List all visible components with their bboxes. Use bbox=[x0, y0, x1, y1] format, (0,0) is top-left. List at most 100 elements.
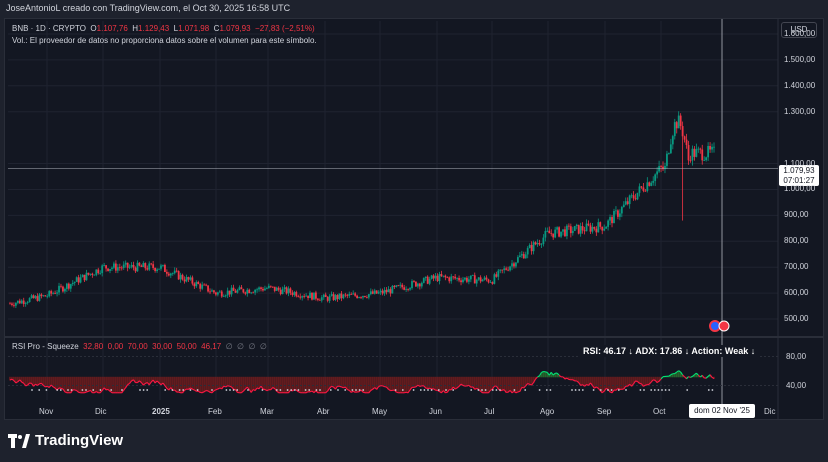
squeeze-histogram-bar bbox=[462, 376, 464, 386]
squeeze-histogram-bar bbox=[411, 376, 413, 388]
rsi-line-segment bbox=[331, 385, 334, 388]
squeeze-histogram-bar bbox=[615, 376, 617, 391]
rsi-line-segment bbox=[131, 379, 134, 382]
squeeze-histogram-bar bbox=[530, 376, 533, 386]
squeeze-histogram-bar bbox=[313, 376, 315, 394]
candle-body bbox=[201, 284, 204, 289]
rsi-line-segment bbox=[37, 383, 40, 386]
candle-body bbox=[648, 182, 651, 186]
squeeze-histogram-bar bbox=[275, 376, 278, 392]
candle-body bbox=[464, 277, 466, 280]
squeeze-dot bbox=[524, 389, 527, 391]
rsi-line-segment bbox=[47, 385, 50, 388]
candle-body bbox=[167, 273, 170, 276]
squeeze-histogram-bar bbox=[564, 376, 566, 380]
candle-body bbox=[615, 210, 617, 212]
candle-body bbox=[85, 272, 88, 281]
squeeze-histogram-bar bbox=[148, 376, 151, 386]
squeeze-histogram-bar bbox=[401, 376, 404, 394]
squeeze-histogram-bar bbox=[236, 376, 239, 393]
squeeze-histogram-bar bbox=[207, 376, 209, 392]
squeeze-dot bbox=[351, 389, 354, 391]
squeeze-histogram-bar bbox=[605, 376, 608, 389]
rsi-line-segment bbox=[509, 390, 513, 394]
candle-body bbox=[234, 290, 237, 293]
candle-body bbox=[218, 291, 221, 293]
oscillator-value: 30,00 bbox=[152, 342, 173, 351]
rsi-line-segment bbox=[472, 386, 476, 390]
candle-body bbox=[105, 265, 107, 269]
squeeze-histogram-bar bbox=[173, 376, 176, 391]
brand-logo[interactable]: TradingView bbox=[8, 432, 123, 449]
rsi-line-segment bbox=[615, 388, 619, 391]
squeeze-histogram-bar bbox=[385, 376, 388, 388]
squeeze-histogram-bar bbox=[103, 376, 106, 389]
last-price: 1.079,93 bbox=[783, 166, 815, 175]
rsi-line-segment bbox=[211, 390, 215, 394]
candle-body bbox=[446, 277, 449, 279]
rsi-line-segment bbox=[591, 385, 595, 389]
candle-body bbox=[203, 284, 206, 286]
squeeze-dot bbox=[650, 389, 653, 391]
candle-body bbox=[613, 211, 615, 224]
squeeze-histogram-bar bbox=[524, 376, 527, 387]
candle-body bbox=[624, 201, 627, 205]
squeeze-histogram-bar bbox=[673, 373, 676, 378]
candle-body bbox=[703, 160, 706, 161]
candle-body bbox=[334, 295, 337, 300]
candle-body bbox=[450, 276, 453, 282]
squeeze-histogram-bar bbox=[350, 376, 353, 393]
rsi-line-segment bbox=[174, 389, 178, 393]
rsi-line-segment bbox=[637, 381, 640, 384]
rsi-line-segment bbox=[192, 388, 195, 391]
squeeze-histogram-bar bbox=[491, 376, 494, 390]
rsi-line-segment bbox=[344, 386, 348, 390]
candle-body bbox=[181, 274, 184, 280]
low-label: L bbox=[173, 24, 179, 33]
candle-body bbox=[438, 274, 441, 282]
squeeze-histogram-bar bbox=[224, 376, 227, 388]
rsi-line-segment bbox=[456, 385, 460, 389]
candle-body bbox=[462, 279, 464, 283]
header-bar: JoseAntonioL creado con TradingView.com,… bbox=[0, 0, 828, 18]
squeeze-dot bbox=[196, 389, 199, 391]
rsi-line-segment bbox=[594, 386, 597, 389]
candle-body bbox=[497, 270, 500, 277]
squeeze-dot bbox=[657, 389, 660, 391]
squeeze-histogram-bar bbox=[258, 376, 260, 390]
candle-body bbox=[579, 226, 582, 234]
candle-body bbox=[526, 248, 529, 255]
candle-body bbox=[669, 144, 672, 154]
currency-button[interactable]: USD bbox=[781, 22, 817, 38]
squeeze-dot bbox=[477, 389, 480, 391]
rsi-line-segment bbox=[21, 381, 25, 384]
squeeze-histogram-bar bbox=[422, 376, 425, 387]
squeeze-histogram-bar bbox=[154, 376, 157, 384]
squeeze-histogram-bar bbox=[426, 376, 429, 389]
squeeze-histogram-bar bbox=[167, 376, 170, 391]
candle-body bbox=[654, 174, 657, 181]
candle-body bbox=[38, 294, 41, 301]
squeeze-dot bbox=[491, 389, 494, 391]
rsi-line-segment bbox=[409, 387, 413, 391]
candle-body bbox=[75, 277, 78, 282]
rsi-line-segment bbox=[143, 383, 146, 386]
candle-body bbox=[232, 287, 235, 291]
candle-body bbox=[311, 292, 313, 300]
squeeze-histogram-bar bbox=[387, 376, 390, 390]
candle-body bbox=[411, 281, 413, 289]
squeeze-dot bbox=[121, 389, 123, 391]
squeeze-dot bbox=[686, 389, 689, 391]
squeeze-histogram-bar bbox=[593, 376, 596, 389]
squeeze-histogram-bar bbox=[256, 376, 258, 389]
squeeze-dot bbox=[571, 389, 573, 391]
squeeze-histogram-bar bbox=[242, 376, 245, 392]
squeeze-histogram-bar bbox=[654, 376, 657, 381]
candle-body bbox=[103, 265, 106, 267]
squeeze-dot bbox=[85, 389, 87, 391]
candle-body bbox=[403, 287, 406, 290]
candle-body bbox=[58, 285, 60, 293]
squeeze-histogram-bar bbox=[9, 376, 11, 381]
rsi-line-segment bbox=[84, 391, 87, 394]
